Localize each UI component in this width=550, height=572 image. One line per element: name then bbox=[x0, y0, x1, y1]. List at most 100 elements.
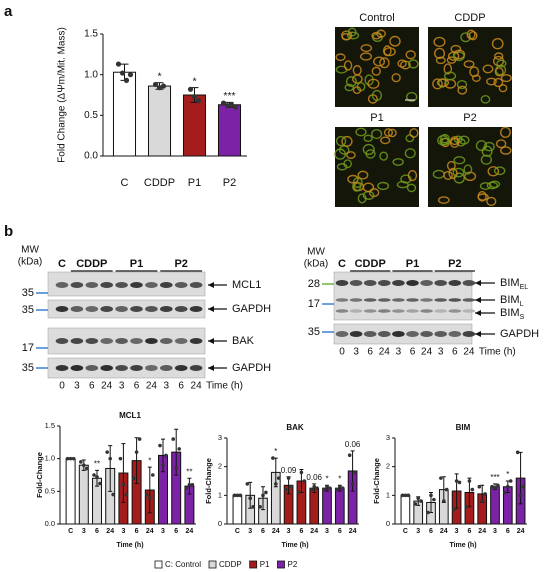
blot-band bbox=[363, 280, 377, 286]
cell bbox=[433, 47, 446, 59]
blot-band bbox=[335, 298, 349, 302]
error-bar bbox=[147, 466, 152, 514]
cell bbox=[443, 170, 453, 180]
data-point bbox=[232, 104, 239, 110]
blot-band bbox=[349, 298, 363, 302]
blot-band bbox=[115, 365, 128, 371]
cell bbox=[352, 65, 362, 76]
blot-band bbox=[115, 306, 128, 312]
data-point bbox=[258, 505, 262, 509]
blot-band bbox=[174, 365, 188, 371]
blot-band bbox=[406, 309, 419, 313]
data-point bbox=[350, 482, 355, 486]
cell bbox=[362, 182, 375, 193]
blot-band bbox=[145, 282, 158, 288]
significance-label: * bbox=[325, 474, 328, 483]
blot-band bbox=[420, 280, 433, 286]
protein-label: BIML bbox=[500, 294, 524, 308]
cell bbox=[335, 53, 346, 62]
protein-subscript: EL bbox=[520, 284, 529, 291]
cell bbox=[432, 78, 443, 90]
cell bbox=[480, 94, 491, 104]
protein-name: BIM bbox=[500, 307, 520, 319]
blot-band bbox=[335, 280, 349, 286]
cell bbox=[357, 170, 369, 180]
legend-swatch bbox=[277, 560, 285, 569]
blot-band bbox=[462, 280, 476, 286]
cell bbox=[487, 166, 500, 177]
bar bbox=[309, 487, 320, 525]
data-point bbox=[419, 499, 423, 503]
cell bbox=[472, 74, 481, 82]
protein-subscript: L bbox=[520, 301, 524, 308]
cell bbox=[407, 59, 419, 69]
x-tick-label: 3 bbox=[287, 528, 291, 535]
blot-band bbox=[130, 282, 143, 288]
data-point bbox=[413, 502, 418, 506]
x-tick-label: 3 bbox=[161, 528, 165, 535]
cell bbox=[452, 167, 465, 178]
time-label: 6 bbox=[452, 347, 458, 358]
data-point bbox=[274, 482, 278, 486]
protein-label: GAPDH bbox=[232, 362, 271, 374]
data-point bbox=[467, 479, 472, 483]
error-bar bbox=[261, 486, 265, 511]
cell bbox=[406, 183, 417, 193]
cell bbox=[355, 127, 367, 137]
x-tick-label: 3 bbox=[248, 528, 252, 535]
cell bbox=[345, 76, 357, 87]
data-point bbox=[480, 499, 485, 503]
time-label: 0 bbox=[339, 347, 345, 358]
cell bbox=[453, 156, 466, 165]
cell bbox=[362, 143, 375, 156]
blot-band bbox=[392, 309, 405, 313]
data-point bbox=[124, 492, 129, 497]
blot-band bbox=[434, 309, 448, 313]
significance-label: * bbox=[192, 75, 196, 87]
blot-band bbox=[145, 338, 158, 344]
group-label: CDDP bbox=[355, 258, 386, 270]
blot-band bbox=[462, 309, 476, 313]
cell bbox=[500, 74, 512, 83]
time-axis-label: Time (h) bbox=[206, 381, 243, 392]
y-axis-label: Fold Change (ΔΨm/Mit. Mass) bbox=[57, 27, 68, 163]
cell bbox=[433, 36, 446, 48]
group-label: C bbox=[338, 258, 346, 270]
panel-label: b bbox=[4, 223, 13, 240]
data-point bbox=[224, 102, 231, 109]
data-point bbox=[187, 86, 194, 92]
data-point bbox=[403, 493, 408, 498]
blot-band bbox=[145, 306, 158, 312]
cell bbox=[458, 135, 470, 145]
protein-name: GAPDH bbox=[232, 362, 271, 374]
data-point bbox=[309, 487, 314, 492]
x-tick-label: 24 bbox=[146, 528, 154, 535]
time-label: 6 bbox=[367, 347, 373, 358]
blot-band bbox=[420, 331, 433, 337]
blot-band bbox=[55, 282, 69, 288]
data-point bbox=[148, 496, 152, 500]
cell bbox=[491, 38, 504, 50]
cell bbox=[477, 193, 489, 201]
mw-label: MW bbox=[307, 247, 325, 258]
data-point bbox=[191, 94, 198, 100]
data-point bbox=[251, 505, 255, 509]
cell bbox=[336, 163, 348, 171]
significance-label: * bbox=[274, 447, 277, 456]
time-label: 3 bbox=[164, 381, 170, 392]
x-tick-label: 24 bbox=[517, 528, 525, 535]
x-tick-label: 6 bbox=[429, 528, 433, 535]
y-tick-label: 2 bbox=[386, 462, 390, 471]
cell bbox=[409, 128, 419, 138]
data-point bbox=[156, 85, 163, 91]
cell bbox=[389, 35, 401, 47]
data-point bbox=[451, 507, 456, 512]
data-point bbox=[150, 473, 155, 477]
x-tick-label: CDDP bbox=[144, 177, 175, 189]
cell bbox=[341, 33, 351, 41]
data-point bbox=[271, 456, 275, 460]
arrow-head bbox=[475, 310, 481, 316]
blot-band bbox=[55, 306, 69, 312]
x-tick-label: 3 bbox=[455, 528, 459, 535]
y-tick-label: 0.0 bbox=[84, 151, 98, 162]
